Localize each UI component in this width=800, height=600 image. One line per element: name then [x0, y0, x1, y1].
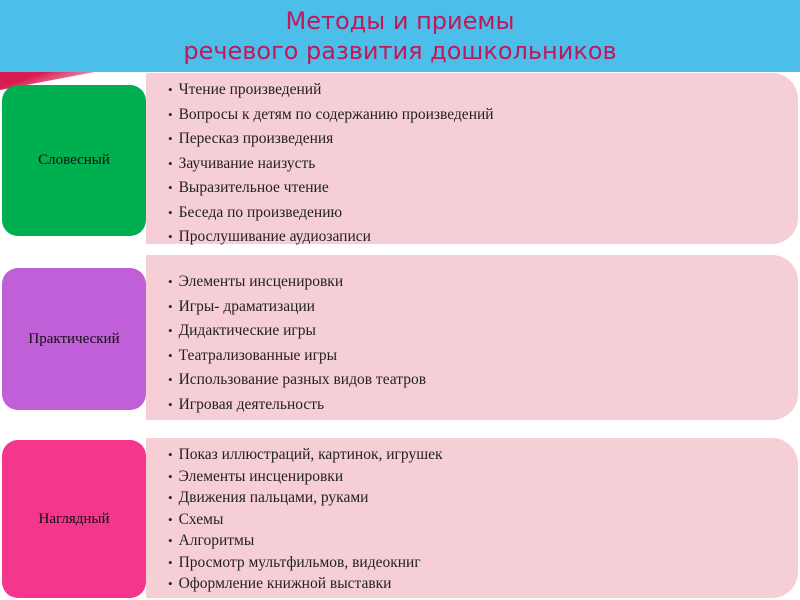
- method-item: Дидактические игры: [168, 319, 798, 344]
- slide-title: Методы и приемы речевого развития дошкол…: [0, 0, 800, 72]
- method-item: Алгоритмы: [168, 530, 798, 552]
- method-panel-practical: Элементы инсценировкиИгры- драматизацииД…: [146, 255, 798, 420]
- method-item: Показ иллюстраций, картинок, игрушек: [168, 444, 798, 466]
- method-item: Заучивание наизусть: [168, 152, 798, 177]
- method-item: Прослушивание аудиозаписи: [168, 225, 798, 250]
- method-label-visual: Наглядный: [2, 440, 146, 598]
- method-item: Вопросы к детям по содержанию произведен…: [168, 103, 798, 128]
- method-item: Игры- драматизации: [168, 295, 798, 320]
- method-item: Игровая деятельность: [168, 393, 798, 418]
- method-item: Просмотр мультфильмов, видеокниг: [168, 552, 798, 574]
- method-item: Элементы инсценировки: [168, 270, 798, 295]
- method-item: Выразительное чтение: [168, 176, 798, 201]
- title-line-2: речевого развития дошкольников: [183, 37, 617, 65]
- method-item: Чтение произведений: [168, 78, 798, 103]
- method-label-verbal: Словесный: [2, 85, 146, 236]
- method-item: Пересказ произведения: [168, 127, 798, 152]
- method-item: Использование разных видов театров: [168, 368, 798, 393]
- method-item: Схемы: [168, 509, 798, 531]
- method-panel-verbal: Чтение произведенийВопросы к детям по со…: [146, 73, 798, 245]
- title-line-1: Методы и приемы: [285, 7, 515, 35]
- method-item: Элементы инсценировки: [168, 466, 798, 488]
- method-panel-visual: Показ иллюстраций, картинок, игрушекЭлем…: [146, 438, 798, 598]
- method-item: Оформление книжной выставки: [168, 573, 798, 595]
- method-label-practical: Практический: [2, 268, 146, 410]
- method-item: Театрализованные игры: [168, 344, 798, 369]
- method-item: Беседа по произведению: [168, 201, 798, 226]
- method-item: Движения пальцами, руками: [168, 487, 798, 509]
